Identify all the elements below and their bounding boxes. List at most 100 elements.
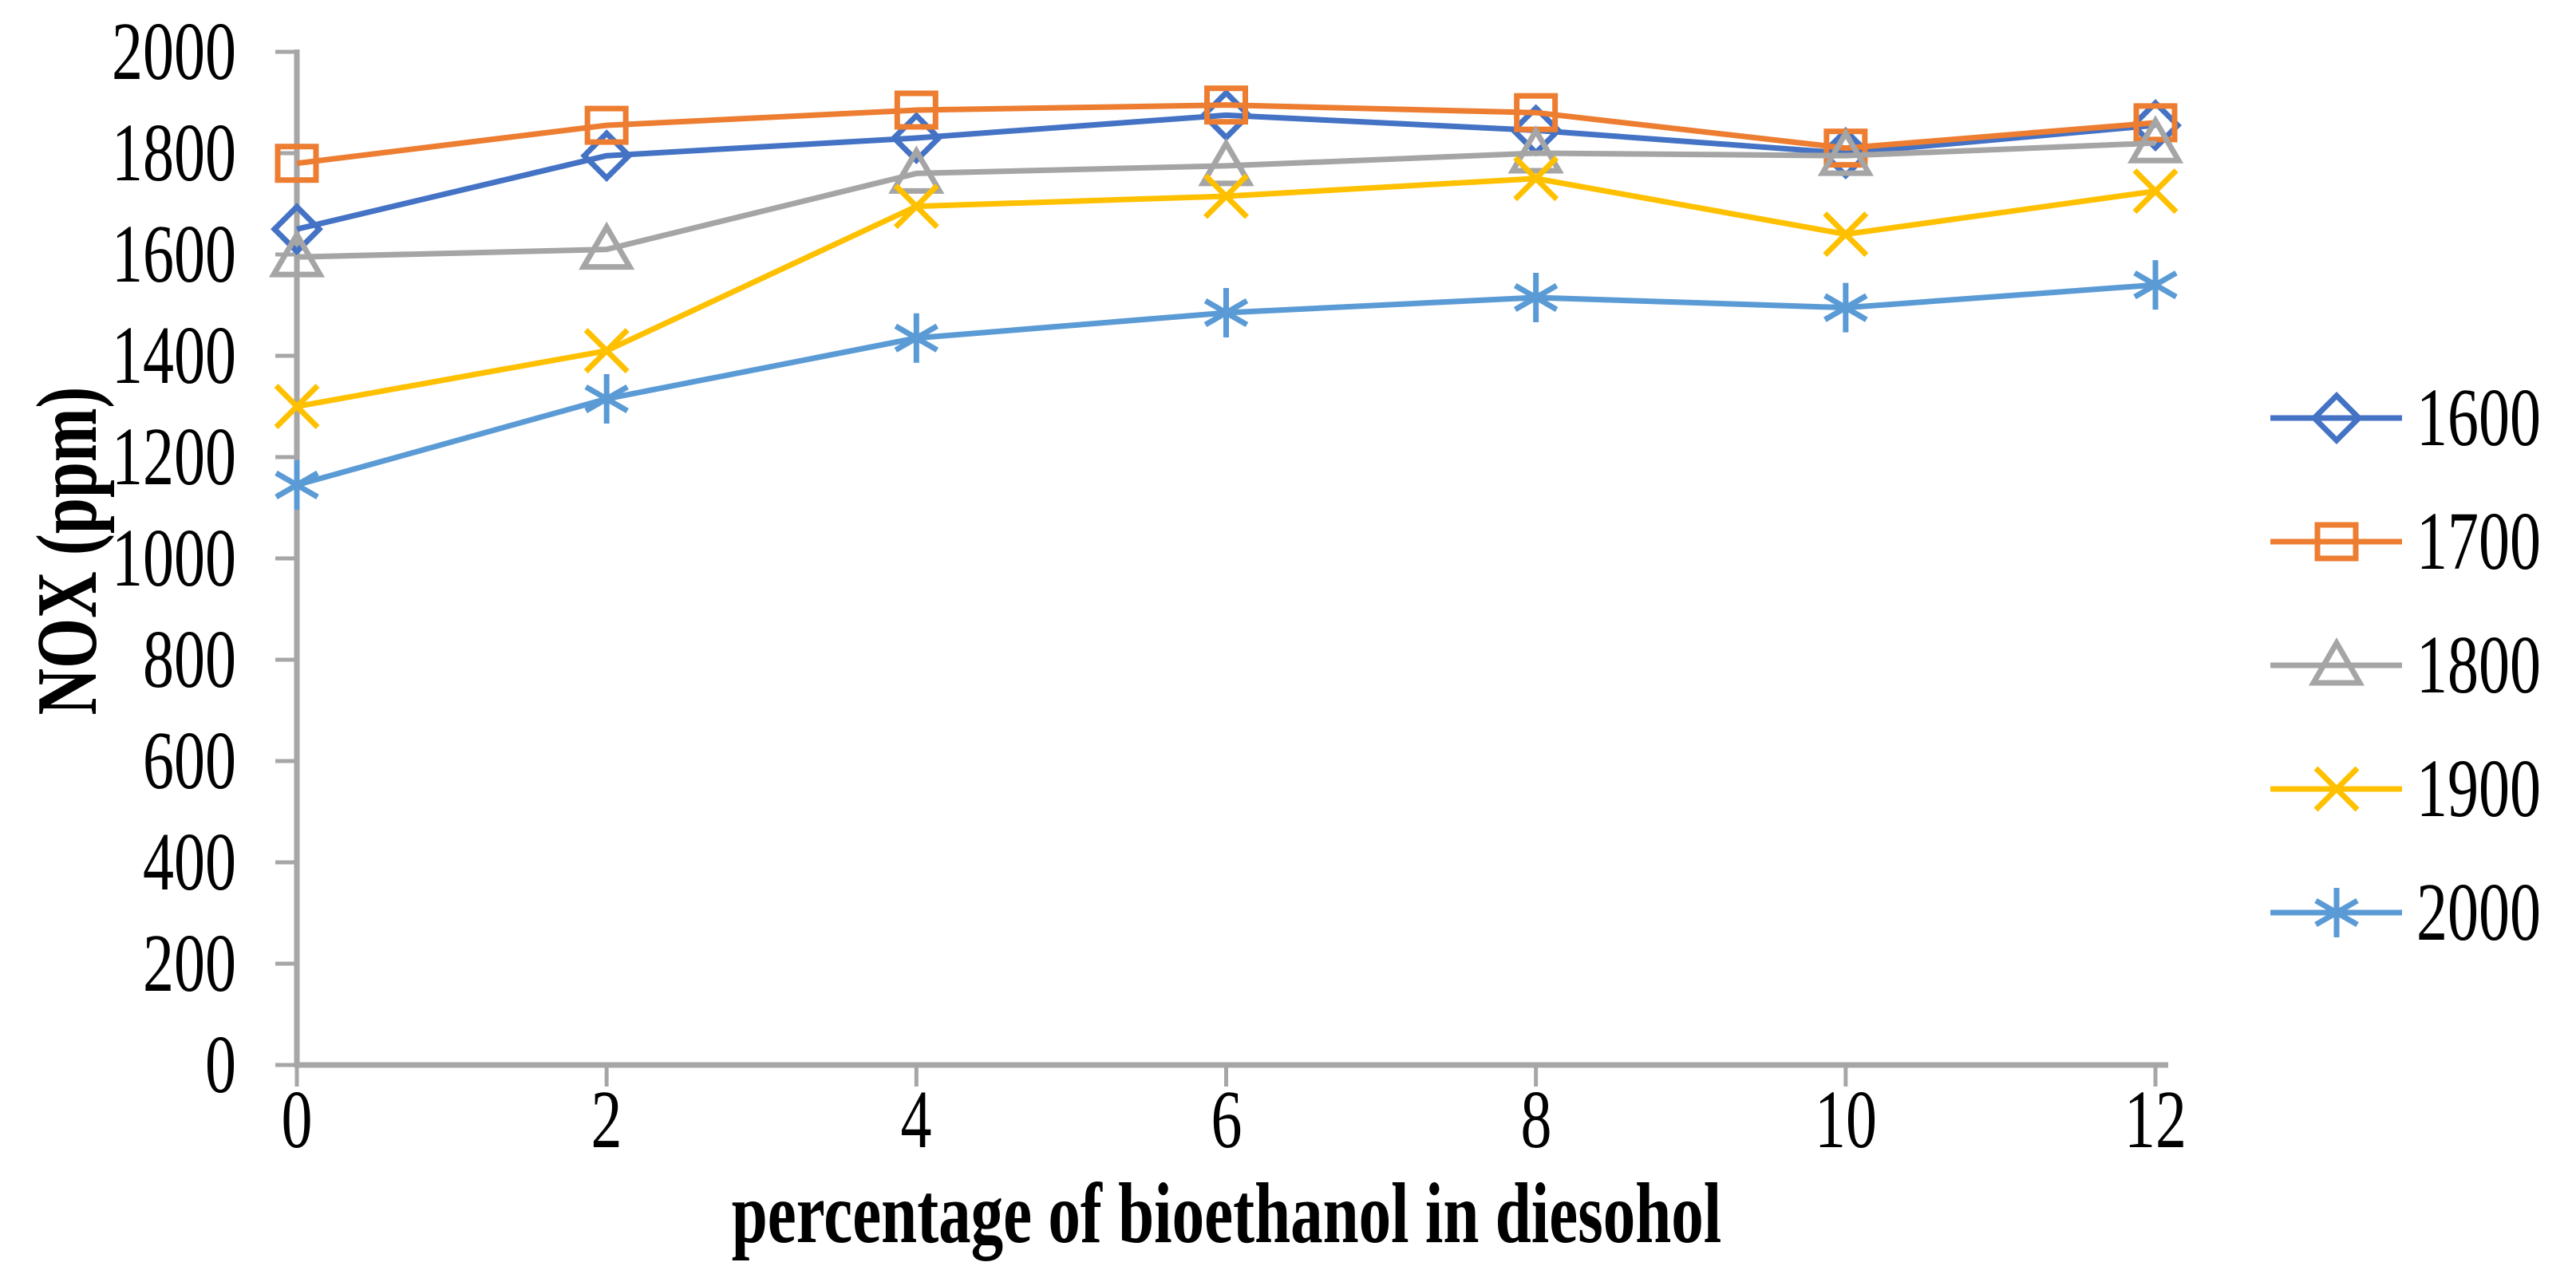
x-marker <box>1823 211 1869 258</box>
x-tick-label-text: 10 <box>1814 1074 1877 1165</box>
square-marker <box>275 144 319 183</box>
legend-key-asterisk <box>2270 888 2402 937</box>
axes <box>275 49 2168 1087</box>
x-tick-label: 0 <box>217 1079 377 1162</box>
legend-key-triangle <box>2270 637 2402 686</box>
legend-key-x <box>2270 766 2402 812</box>
series-2000 <box>275 260 2178 510</box>
legend-label-text: 1700 <box>2416 495 2541 587</box>
x-tick-label: 2 <box>527 1079 686 1162</box>
legend-item-1800: 1800 <box>2270 621 2576 709</box>
x-tick-label: 8 <box>1456 1079 1616 1162</box>
x-marker <box>2313 766 2360 812</box>
series-line-1800 <box>296 140 2156 260</box>
triangle-marker <box>579 221 635 270</box>
triangle-marker <box>2308 637 2365 686</box>
triangle-marker <box>2127 115 2184 164</box>
legend-label: 1700 <box>2416 498 2576 586</box>
asterisk-marker <box>1823 282 1868 333</box>
y-tick-label-text: 200 <box>143 917 236 1009</box>
diamond-marker <box>2310 392 2363 444</box>
legend-item-1900: 1900 <box>2270 745 2576 833</box>
y-tick-label: 600 <box>32 720 236 803</box>
legend-label: 1900 <box>2416 745 2576 833</box>
x-marker <box>583 328 630 374</box>
legend-label: 2000 <box>2416 869 2576 956</box>
x-tick-label-text: 0 <box>281 1074 313 1165</box>
y-tick-label: 800 <box>32 618 236 701</box>
y-tick-label-text: 800 <box>143 613 236 705</box>
y-tick-label-text: 1400 <box>112 310 236 401</box>
legend-key-diamond <box>2270 392 2402 444</box>
y-tick-label: 1800 <box>32 112 236 195</box>
x-marker <box>274 384 320 429</box>
square-marker <box>894 90 938 130</box>
y-tick-label-text: 400 <box>143 816 236 908</box>
triangle-marker <box>268 229 326 278</box>
x-tick-label: 6 <box>1147 1079 1306 1162</box>
square-marker <box>2133 103 2178 143</box>
legend-label-text: 1600 <box>2416 372 2541 463</box>
y-tick-label-text: 1200 <box>112 411 236 503</box>
legend-key-square <box>2270 522 2402 562</box>
y-tick-label: 0 <box>32 1023 236 1106</box>
legend-label-text: 1800 <box>2416 619 2541 711</box>
series-1800 <box>268 115 2184 278</box>
y-tick-label: 2000 <box>32 10 236 93</box>
legend-label: 1800 <box>2416 621 2576 709</box>
y-tick-label-text: 0 <box>205 1019 236 1110</box>
asterisk-marker <box>1513 272 1559 322</box>
asterisk-marker <box>894 313 939 363</box>
diamond-marker <box>1199 89 1253 142</box>
x-marker <box>1513 156 1559 202</box>
y-tick-label: 1600 <box>32 213 236 296</box>
legend-item-1600: 1600 <box>2270 374 2576 462</box>
asterisk-marker <box>2133 260 2178 310</box>
legend-label: 1600 <box>2416 374 2576 462</box>
square-marker <box>1204 85 1248 125</box>
square-marker <box>2314 522 2359 562</box>
triangle-marker <box>1507 125 1564 174</box>
x-tick-label-text: 2 <box>591 1074 622 1165</box>
y-tick-label-text: 600 <box>143 715 236 807</box>
y-tick-label: 1200 <box>32 416 236 499</box>
y-tick-label-text: 1000 <box>112 512 236 604</box>
square-marker <box>584 105 629 145</box>
series-1900 <box>274 156 2179 429</box>
asterisk-marker <box>2314 888 2359 937</box>
x-tick-label: 10 <box>1766 1079 1926 1162</box>
x-tick-label-text: 12 <box>2124 1074 2187 1165</box>
asterisk-marker <box>275 459 319 510</box>
x-axis-title: percentage of bioethanol in diesohol <box>297 1158 2156 1270</box>
asterisk-marker <box>1203 288 1249 338</box>
x-tick-label-text: 6 <box>1211 1074 1242 1165</box>
x-tick-label-text: 4 <box>900 1074 932 1165</box>
legend-label-text: 1900 <box>2416 743 2541 834</box>
legend-item-2000: 2000 <box>2270 869 2576 956</box>
y-tick-label: 400 <box>32 821 236 904</box>
x-marker <box>2132 168 2179 215</box>
x-tick-label: 4 <box>836 1079 996 1162</box>
x-marker <box>1203 173 1249 219</box>
y-tick-label-text: 2000 <box>112 6 236 97</box>
triangle-marker <box>888 145 945 194</box>
asterisk-marker <box>584 373 629 424</box>
x-tick-label: 12 <box>2076 1079 2235 1162</box>
x-axis-title-text: percentage of bioethanol in diesohol <box>731 1166 1722 1261</box>
triangle-marker <box>1198 137 1254 187</box>
y-tick-label: 1000 <box>32 517 236 600</box>
y-tick-label-text: 1600 <box>112 208 236 300</box>
series-line-1600 <box>296 112 2156 232</box>
y-tick-label: 1400 <box>32 314 236 397</box>
diamond-marker <box>890 112 943 164</box>
y-tick-label-text: 1800 <box>112 107 236 199</box>
legend-label-text: 2000 <box>2416 866 2541 958</box>
legend-item-1700: 1700 <box>2270 498 2576 586</box>
x-marker <box>893 183 939 230</box>
x-tick-label-text: 8 <box>1520 1074 1552 1165</box>
triangle-marker <box>1817 128 1874 176</box>
series-line-1700 <box>296 102 2156 167</box>
y-tick-label: 200 <box>32 922 236 1005</box>
